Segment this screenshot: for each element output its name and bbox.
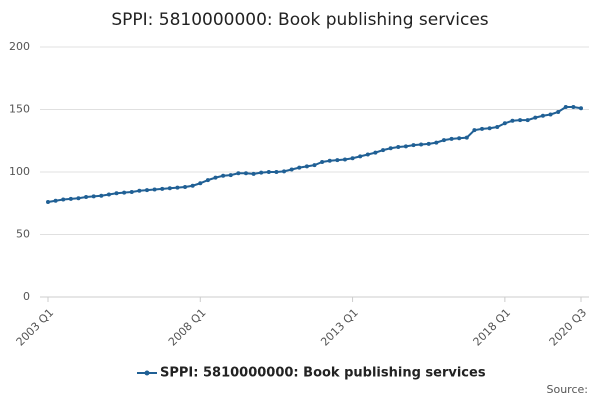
y-tick-label: 200	[9, 40, 30, 53]
point	[228, 173, 233, 178]
point	[480, 126, 485, 131]
point	[358, 154, 363, 159]
legend-marker	[144, 370, 150, 376]
point	[99, 193, 104, 198]
point	[198, 181, 203, 186]
point	[320, 160, 325, 164]
point	[175, 185, 180, 190]
source: Source:	[547, 383, 589, 396]
point	[434, 140, 439, 145]
point	[190, 183, 195, 188]
point	[312, 163, 317, 168]
point	[213, 175, 218, 180]
x-tick-label: 2018 Q1	[471, 306, 514, 349]
point	[373, 150, 378, 155]
point	[167, 186, 172, 191]
point	[403, 144, 408, 149]
point	[114, 191, 119, 196]
point	[236, 171, 241, 176]
point	[411, 143, 416, 148]
point	[205, 178, 210, 183]
point	[540, 113, 545, 118]
point	[502, 121, 507, 126]
point	[548, 112, 553, 117]
point	[160, 186, 165, 191]
x-tick-label: 2003 Q1	[14, 306, 57, 349]
x-tick-label: 2020 Q3	[547, 306, 590, 349]
point	[122, 190, 127, 195]
point	[487, 126, 492, 131]
point	[441, 138, 446, 143]
point	[251, 171, 256, 176]
point	[259, 170, 264, 175]
point	[183, 185, 188, 189]
point	[579, 106, 583, 111]
point	[243, 171, 248, 176]
point	[129, 190, 134, 194]
point	[289, 167, 294, 172]
point	[137, 188, 142, 193]
point	[335, 158, 340, 163]
point	[84, 195, 89, 199]
point	[304, 164, 309, 169]
point	[464, 135, 469, 140]
point	[388, 146, 393, 151]
point	[563, 105, 568, 109]
legend-label: SPPI: 5810000000: Book publishing servic…	[160, 366, 486, 381]
point	[46, 200, 50, 204]
point	[571, 105, 576, 109]
point	[556, 110, 561, 114]
series-line	[47, 106, 582, 203]
point	[495, 125, 500, 129]
point	[327, 158, 332, 163]
y-tick-label: 100	[9, 165, 30, 178]
point	[152, 187, 157, 192]
point	[221, 173, 226, 178]
point	[457, 136, 462, 141]
point	[381, 148, 386, 153]
y-tick-label: 50	[16, 228, 30, 241]
point	[68, 196, 73, 201]
point	[396, 145, 401, 149]
point	[144, 188, 149, 193]
point	[533, 115, 538, 120]
x-tick-label: 2008 Q1	[166, 306, 209, 349]
point	[266, 170, 271, 174]
point	[365, 152, 370, 157]
point	[274, 170, 279, 174]
point	[472, 128, 477, 133]
point	[91, 194, 96, 199]
point	[61, 197, 66, 202]
point	[297, 165, 302, 170]
point	[342, 157, 347, 162]
point	[419, 142, 424, 147]
point	[350, 156, 355, 161]
y-tick-label: 150	[9, 103, 30, 116]
point	[106, 192, 111, 197]
point	[76, 196, 81, 201]
point	[282, 169, 287, 174]
point	[53, 198, 58, 203]
point	[518, 118, 523, 123]
y-tick-label: 0	[23, 290, 30, 303]
chart-title: SPPI: 5810000000: Book publishing servic…	[111, 10, 488, 30]
point	[525, 118, 530, 123]
point	[426, 141, 431, 146]
point	[510, 118, 515, 123]
point	[449, 136, 454, 141]
x-tick-label: 2013 Q1	[318, 306, 361, 349]
